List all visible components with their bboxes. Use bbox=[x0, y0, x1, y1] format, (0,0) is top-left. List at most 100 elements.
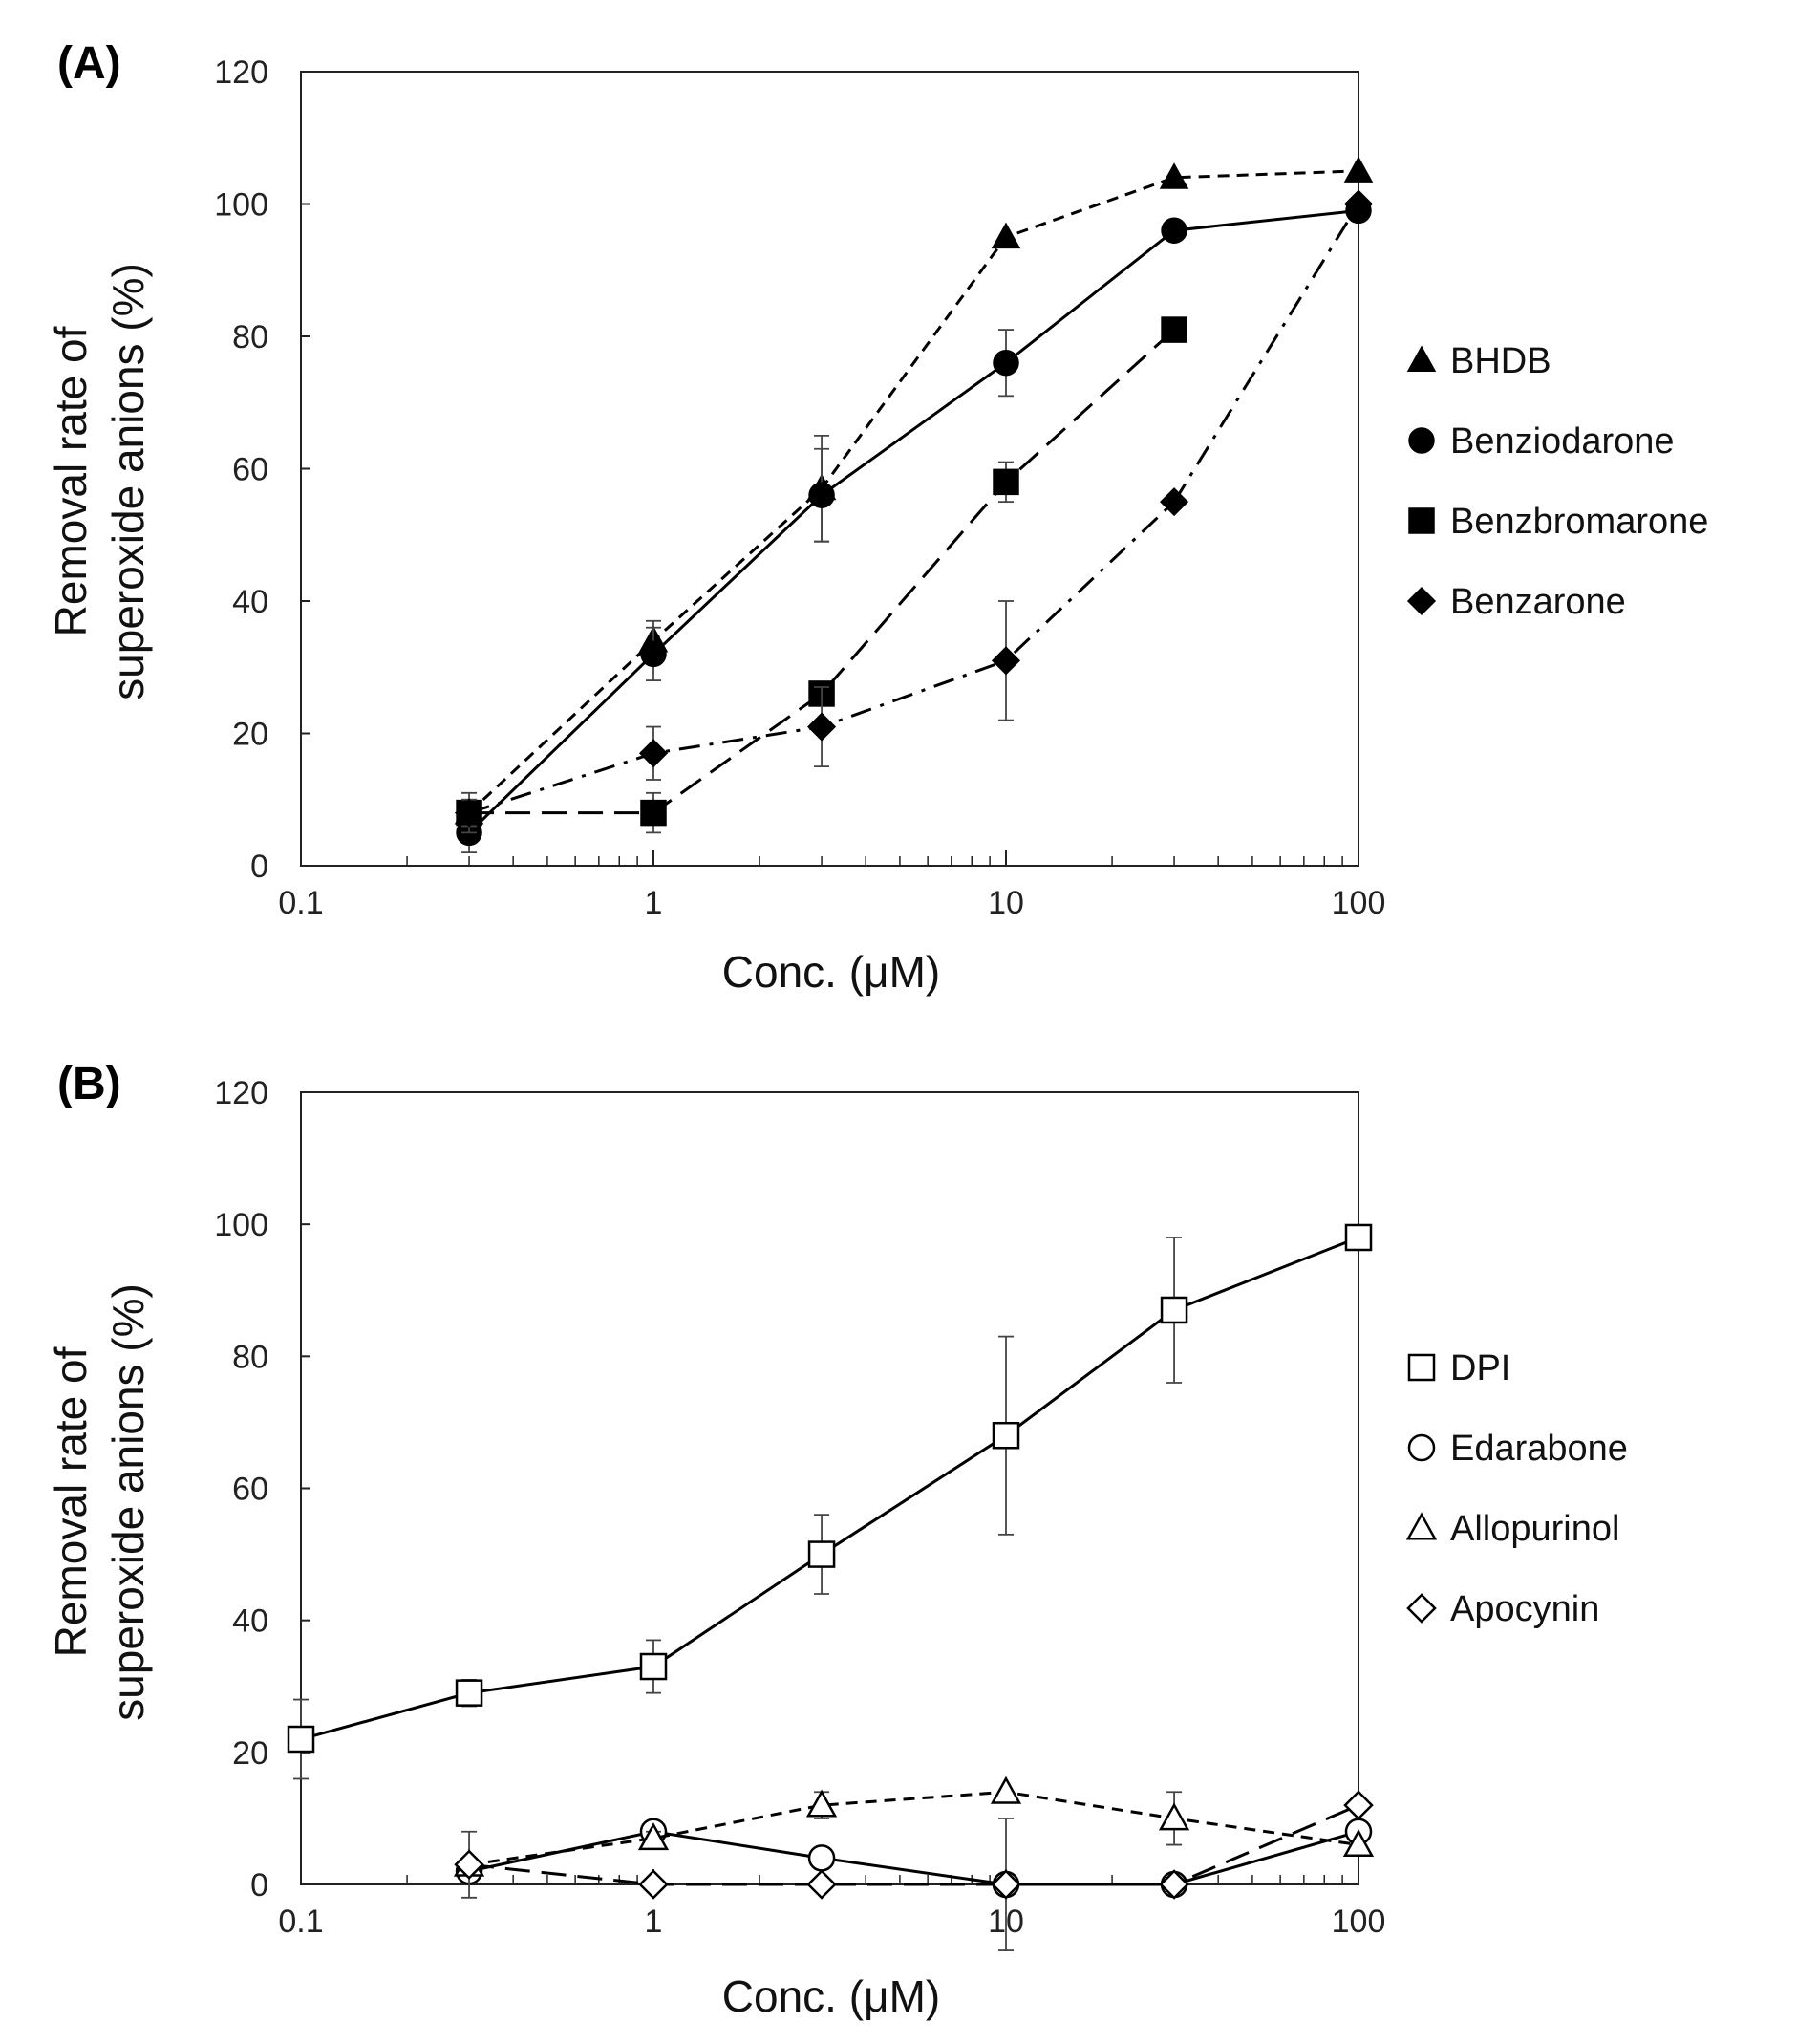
data-point bbox=[1344, 1223, 1373, 1252]
series-bhdb bbox=[454, 156, 1374, 828]
legend-label: BHDB bbox=[1450, 341, 1551, 381]
data-point bbox=[993, 468, 1019, 496]
series-line bbox=[468, 208, 1359, 834]
x-tick-label: 1 bbox=[645, 1904, 663, 1940]
plot-frame bbox=[300, 1091, 1359, 1885]
panel-b-legend: DPI Edarabone Allopurinol Apocynin bbox=[1405, 1348, 1628, 1629]
series-dpi bbox=[287, 1223, 1373, 1780]
data-point bbox=[1159, 487, 1189, 517]
data-point bbox=[805, 1789, 838, 1818]
x-tick-label: 100 bbox=[1332, 1904, 1386, 1940]
y-tick-label: 20 bbox=[232, 1735, 268, 1772]
data-point bbox=[1342, 1828, 1375, 1857]
series-benziodarone bbox=[456, 197, 1372, 854]
data-point bbox=[639, 1652, 668, 1681]
data-point bbox=[1343, 1790, 1374, 1820]
legend-label: DPI bbox=[1450, 1348, 1510, 1388]
series-line bbox=[468, 1803, 1359, 1886]
legend-item: Benziodarone bbox=[1408, 421, 1675, 462]
data-point bbox=[1159, 1869, 1189, 1900]
legend-marker bbox=[1406, 1593, 1437, 1624]
panel-a-ylabel: Removal rate of superoxide anions (%) bbox=[46, 263, 153, 700]
panel-b-ylabel-line1: Removal rate of bbox=[46, 1346, 96, 1657]
data-point bbox=[1159, 162, 1189, 189]
data-point bbox=[806, 712, 837, 742]
y-tick-label: 80 bbox=[232, 1339, 268, 1375]
y-tick-label: 60 bbox=[232, 1472, 268, 1508]
panel-b-ylabel: Removal rate of superoxide anions (%) bbox=[46, 1283, 153, 1721]
data-point bbox=[993, 349, 1019, 377]
panel-a-legend: BHDB Benziodarone Benzbromarone Benzarone bbox=[1406, 341, 1708, 622]
data-point bbox=[640, 799, 667, 827]
legend-marker bbox=[1406, 345, 1437, 372]
data-point bbox=[1161, 316, 1187, 343]
legend-item: Benzbromarone bbox=[1408, 502, 1708, 542]
y-tick-label: 60 bbox=[232, 452, 268, 488]
data-point bbox=[990, 1775, 1022, 1804]
legend-item: Edarabone bbox=[1407, 1429, 1628, 1469]
y-tick-label: 120 bbox=[214, 1075, 268, 1111]
legend-item: DPI bbox=[1407, 1348, 1510, 1388]
y-tick-label: 20 bbox=[232, 717, 268, 753]
data-point bbox=[991, 1869, 1021, 1900]
y-tick-label: 100 bbox=[214, 1207, 268, 1243]
legend-label: Edarabone bbox=[1450, 1429, 1628, 1469]
series-line bbox=[468, 169, 1359, 814]
y-tick-label: 40 bbox=[232, 584, 268, 620]
series-line bbox=[300, 1236, 1359, 1741]
panel-a: (A) Removal rate of superoxide anions (%… bbox=[46, 38, 1708, 997]
data-point bbox=[808, 482, 835, 508]
plot-frame bbox=[300, 71, 1359, 867]
panel-b: (B) Removal rate of superoxide anions (%… bbox=[46, 1059, 1628, 2021]
x-tick-label: 1 bbox=[645, 885, 663, 921]
data-point bbox=[807, 1540, 836, 1568]
data-point bbox=[1161, 217, 1187, 244]
data-point bbox=[454, 798, 484, 828]
panel-b-ylabel-line2: superoxide anions (%) bbox=[103, 1283, 153, 1721]
panel-b-label: (B) bbox=[57, 1059, 121, 1109]
data-point bbox=[638, 1869, 669, 1900]
series-line bbox=[469, 328, 1176, 815]
series-benzarone bbox=[454, 189, 1374, 828]
panel-a-ylabel-line1: Removal rate of bbox=[46, 326, 96, 636]
data-point bbox=[991, 646, 1021, 676]
legend-label: Allopurinol bbox=[1450, 1509, 1619, 1549]
legend-item: Benzarone bbox=[1406, 582, 1626, 622]
data-point bbox=[1158, 1802, 1190, 1831]
panel-a-xlabel: Conc. (μM) bbox=[722, 947, 940, 997]
data-point bbox=[992, 1421, 1020, 1450]
data-point bbox=[806, 1869, 837, 1900]
series-line bbox=[468, 1830, 1359, 1886]
panel-a-ylabel-line2: superoxide anions (%) bbox=[103, 263, 153, 700]
legend-marker bbox=[1408, 507, 1435, 534]
y-tick-label: 120 bbox=[214, 54, 268, 91]
panel-a-plot-area: 0 20 40 60 80 100 120 0.1 1 10 100 bbox=[214, 54, 1385, 921]
data-point bbox=[1343, 156, 1374, 183]
panel-a-label: (A) bbox=[57, 38, 121, 89]
y-tick-label: 40 bbox=[232, 1603, 268, 1640]
series-allopurinol bbox=[453, 1775, 1375, 1899]
data-point bbox=[1160, 1296, 1188, 1324]
data-point bbox=[638, 739, 669, 768]
legend-label: Benzarone bbox=[1450, 582, 1626, 622]
y-tick-label: 0 bbox=[250, 849, 268, 885]
series-apocynin bbox=[454, 1790, 1374, 1951]
data-point bbox=[991, 222, 1021, 249]
data-point bbox=[287, 1725, 315, 1754]
legend-label: Apocynin bbox=[1450, 1589, 1599, 1629]
legend-marker bbox=[1408, 427, 1435, 454]
x-tick-label: 10 bbox=[988, 885, 1024, 921]
data-point bbox=[807, 1844, 836, 1872]
y-tick-label: 80 bbox=[232, 319, 268, 355]
legend-item: Allopurinol bbox=[1405, 1509, 1619, 1549]
series-line bbox=[468, 1790, 1359, 1866]
legend-item: Apocynin bbox=[1406, 1589, 1599, 1629]
legend-item: BHDB bbox=[1406, 341, 1551, 381]
legend-marker bbox=[1407, 1353, 1436, 1382]
x-tick-label: 0.1 bbox=[278, 1904, 323, 1940]
legend-label: Benziodarone bbox=[1450, 421, 1675, 462]
data-point bbox=[455, 1679, 483, 1707]
panel-b-xlabel: Conc. (μM) bbox=[722, 1971, 940, 2021]
